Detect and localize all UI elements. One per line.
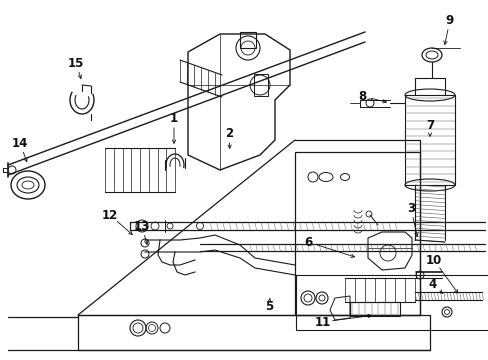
Text: 14: 14	[12, 136, 28, 149]
Bar	[295, 275, 488, 330]
Text: 9: 9	[445, 14, 453, 27]
Bar	[253, 74, 267, 96]
Text: 6: 6	[303, 235, 311, 248]
Bar	[240, 32, 256, 48]
Text: 3: 3	[406, 202, 414, 215]
Text: 7: 7	[425, 118, 433, 131]
Text: 10: 10	[425, 253, 441, 266]
Text: 1: 1	[170, 112, 178, 125]
Text: 4: 4	[428, 278, 436, 291]
Text: 15: 15	[68, 57, 84, 69]
Text: 2: 2	[224, 126, 233, 140]
Text: 13: 13	[134, 220, 150, 233]
Text: 5: 5	[264, 300, 273, 312]
Text: 8: 8	[357, 90, 366, 103]
Text: 12: 12	[102, 208, 118, 221]
Bar	[294, 152, 419, 315]
Text: 11: 11	[314, 315, 330, 328]
